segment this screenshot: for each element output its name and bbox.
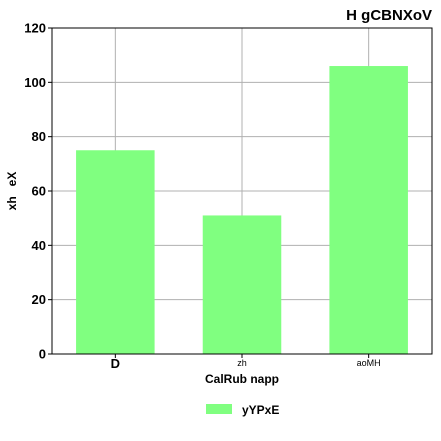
y-tick-label: 0 <box>39 347 46 362</box>
y-tick-label: 60 <box>32 184 46 199</box>
y-axis-label: xh eX <box>5 172 19 211</box>
bar <box>329 66 408 355</box>
y-tick-label: 120 <box>24 21 46 36</box>
y-tick-label: 100 <box>24 75 46 90</box>
legend-label: yYPxE <box>242 403 279 417</box>
y-tick-label: 20 <box>32 292 46 307</box>
y-ticks: 0 20 40 60 80 100 120 <box>24 21 52 362</box>
bars <box>76 66 408 355</box>
bar <box>76 150 155 354</box>
y-tick-label: 40 <box>32 238 46 253</box>
x-tick-label: zh <box>237 358 247 368</box>
chart-title: H gCBNXoV <box>346 7 432 24</box>
legend: yYPxE <box>206 403 279 417</box>
x-tick-label: D <box>111 356 120 371</box>
x-tick-label: aoMH <box>357 358 381 368</box>
legend-swatch <box>206 404 232 414</box>
y-tick-label: 80 <box>32 129 46 144</box>
bar <box>202 215 282 354</box>
x-axis-label: CalRub napp <box>205 372 279 386</box>
